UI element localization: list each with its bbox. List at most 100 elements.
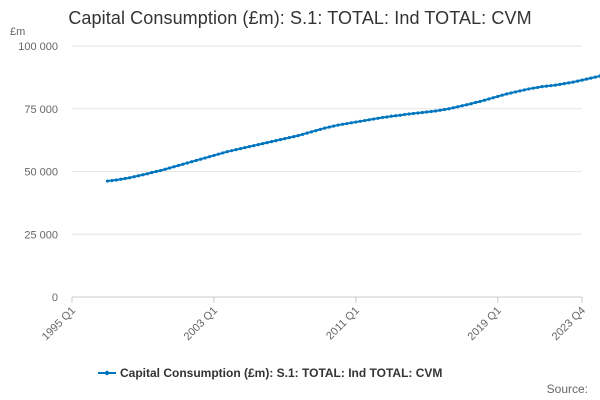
data-point xyxy=(544,84,549,88)
data-point xyxy=(451,106,455,110)
data-point xyxy=(505,92,509,96)
data-point xyxy=(283,137,287,141)
data-point xyxy=(221,151,225,155)
data-point xyxy=(482,98,487,102)
data-point xyxy=(509,91,513,95)
data-point xyxy=(212,153,216,158)
data-point xyxy=(420,110,424,115)
data-point xyxy=(500,93,504,97)
data-point xyxy=(172,165,176,169)
data-point xyxy=(225,150,229,154)
data-point xyxy=(327,125,331,129)
data-point xyxy=(154,169,158,174)
data-point xyxy=(150,170,154,175)
data-point xyxy=(119,177,123,181)
data-point xyxy=(465,103,469,107)
data-point xyxy=(207,155,212,159)
data-point xyxy=(105,179,110,183)
data-point xyxy=(261,142,265,146)
data-point xyxy=(469,102,473,106)
data-point xyxy=(181,162,185,166)
data-point xyxy=(389,114,393,118)
data-point xyxy=(176,163,181,168)
data-point xyxy=(292,135,296,139)
data-point xyxy=(185,161,189,165)
data-point xyxy=(584,77,589,81)
data-point xyxy=(571,80,575,84)
data-point xyxy=(513,90,518,94)
data-point xyxy=(340,122,345,126)
y-axis-unit-label: £m xyxy=(10,26,26,38)
data-point xyxy=(460,104,464,108)
data-point xyxy=(145,172,149,176)
data-point xyxy=(278,138,283,142)
data-point xyxy=(123,176,127,181)
data-point xyxy=(332,124,336,128)
data-point xyxy=(567,81,571,85)
data-point xyxy=(434,109,438,113)
data-point xyxy=(336,123,340,127)
data-point xyxy=(580,78,584,82)
series-line xyxy=(107,73,600,183)
y-tick-label: 0 xyxy=(52,292,58,304)
data-point xyxy=(491,96,495,100)
data-point xyxy=(323,126,327,130)
legend-marker-symbol xyxy=(104,370,110,376)
data-point xyxy=(478,99,482,104)
legend-label: Capital Consumption (£m): S.1: TOTAL: In… xyxy=(120,366,442,380)
data-point xyxy=(575,79,580,83)
data-point xyxy=(527,87,531,91)
data-point xyxy=(301,132,305,136)
x-tick-label: 2011 Q1 xyxy=(324,305,362,343)
data-point xyxy=(132,175,136,179)
data-point xyxy=(380,115,385,120)
data-point xyxy=(398,113,402,117)
data-point xyxy=(371,117,376,121)
data-point xyxy=(287,136,291,140)
data-point xyxy=(403,112,407,117)
data-point xyxy=(345,121,349,126)
data-point xyxy=(114,178,118,182)
data-point xyxy=(203,156,207,160)
data-point xyxy=(274,139,278,143)
data-point xyxy=(163,167,167,171)
source-label: Source: xyxy=(546,382,588,396)
data-point xyxy=(411,111,416,116)
data-point xyxy=(407,112,411,116)
data-point xyxy=(531,86,535,90)
data-point xyxy=(305,131,309,135)
data-point xyxy=(394,114,398,118)
data-point xyxy=(318,127,322,131)
x-tick-label: 2023 Q4 xyxy=(550,305,588,343)
data-point xyxy=(128,176,132,180)
data-point xyxy=(141,173,145,177)
data-point xyxy=(456,105,460,109)
data-point xyxy=(234,148,238,152)
data-point xyxy=(309,130,314,134)
data-point xyxy=(243,146,247,150)
data-point xyxy=(558,82,562,86)
data-point xyxy=(553,83,557,87)
data-point xyxy=(247,145,251,149)
data-point xyxy=(167,166,172,170)
legend: Capital Consumption (£m): S.1: TOTAL: In… xyxy=(98,366,442,380)
y-tick-label: 50 000 xyxy=(24,167,58,179)
data-point xyxy=(367,118,371,122)
data-point xyxy=(376,116,380,120)
data-point xyxy=(199,157,203,161)
data-point xyxy=(540,85,544,89)
data-point xyxy=(487,97,491,101)
data-point xyxy=(190,160,194,164)
data-point xyxy=(110,178,114,183)
data-point xyxy=(473,100,478,105)
data-point xyxy=(314,128,318,133)
data-point xyxy=(216,152,220,156)
chart-title: Capital Consumption (£m): S.1: TOTAL: In… xyxy=(68,8,532,28)
x-tick-label: 2003 Q1 xyxy=(182,305,220,343)
data-point xyxy=(447,107,451,111)
x-tick-label: 1995 Q1 xyxy=(40,305,78,343)
data-point xyxy=(593,75,597,79)
data-point xyxy=(296,134,300,138)
data-point xyxy=(358,119,362,123)
